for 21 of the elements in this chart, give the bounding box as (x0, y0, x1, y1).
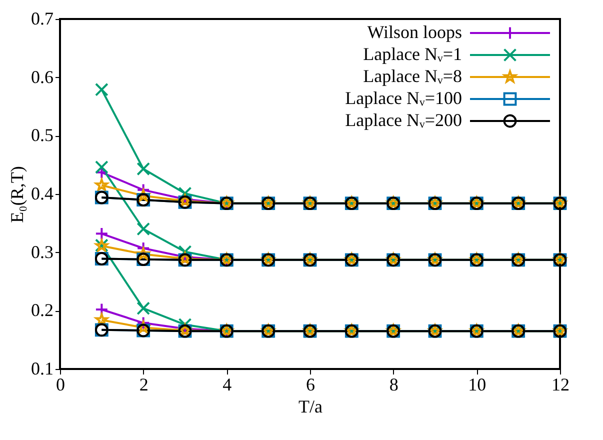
x-tick-label: 0 (56, 374, 65, 394)
x-tick-label: 6 (306, 374, 315, 394)
y-tick-label: 0.7 (31, 8, 54, 28)
y-tick-label: 0.3 (31, 242, 54, 262)
legend-label: Wilson loops (367, 22, 462, 42)
y-tick-label: 0.4 (31, 184, 54, 204)
x-axis-title: T/a (298, 396, 322, 416)
y-tick-label: 0.2 (31, 300, 54, 320)
y-axis-title: E₀(R,T) (7, 166, 27, 223)
legend-label: Laplace Nᵥ=100 (345, 88, 462, 108)
legend-label: Laplace Nᵥ=200 (345, 110, 462, 130)
legend-label: Laplace Nᵥ=1 (363, 44, 462, 64)
x-tick-label: 10 (468, 374, 486, 394)
x-tick-label: 12 (552, 374, 570, 394)
y-tick-label: 0.5 (31, 125, 54, 146)
x-tick-label: 4 (222, 374, 232, 394)
y-tick-label: 0.6 (31, 66, 54, 87)
legend-label: Laplace Nᵥ=8 (363, 66, 462, 86)
x-tick-label: 2 (139, 374, 148, 394)
y-tick-label: 0.1 (31, 358, 54, 378)
x-tick-label: 8 (389, 374, 398, 394)
